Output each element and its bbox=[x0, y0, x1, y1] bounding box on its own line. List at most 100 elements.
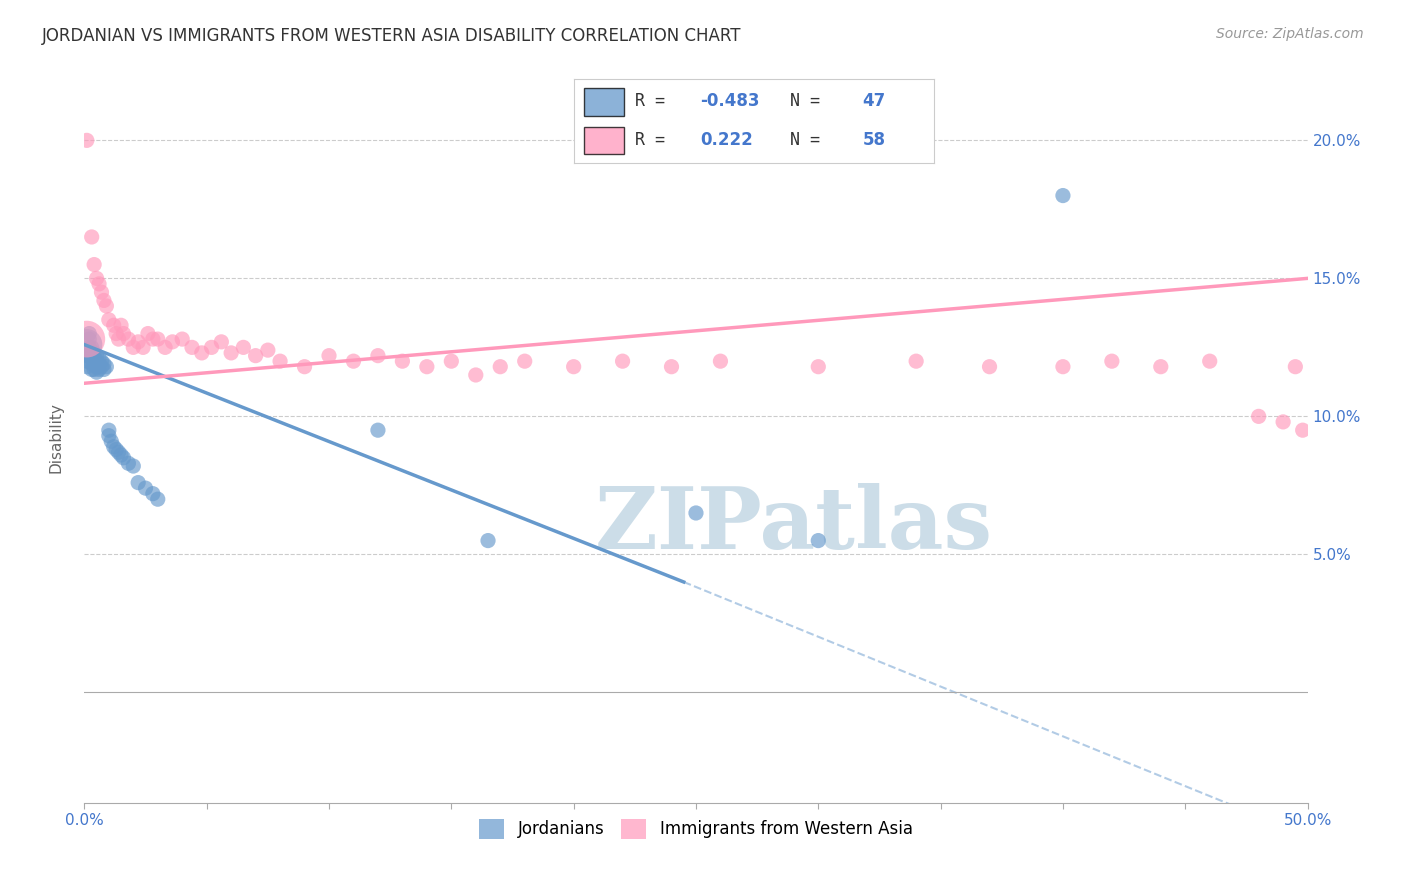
Point bbox=[122, 458, 145, 473]
Point bbox=[209, 334, 232, 349]
Point bbox=[76, 337, 98, 351]
Point bbox=[257, 343, 280, 358]
Point bbox=[807, 533, 830, 548]
Point bbox=[135, 481, 157, 495]
Point bbox=[107, 445, 129, 459]
Point bbox=[367, 349, 389, 363]
Point bbox=[110, 448, 132, 462]
Point bbox=[90, 359, 112, 374]
Point bbox=[83, 357, 105, 371]
Point bbox=[86, 354, 108, 368]
Point bbox=[127, 334, 149, 349]
Point bbox=[77, 326, 100, 341]
Point bbox=[440, 354, 463, 368]
Text: JORDANIAN VS IMMIGRANTS FROM WESTERN ASIA DISABILITY CORRELATION CHART: JORDANIAN VS IMMIGRANTS FROM WESTERN ASI… bbox=[42, 27, 742, 45]
Point bbox=[87, 357, 110, 371]
Point bbox=[93, 357, 115, 371]
Point bbox=[76, 332, 98, 346]
Text: Source: ZipAtlas.com: Source: ZipAtlas.com bbox=[1216, 27, 1364, 41]
Point bbox=[76, 354, 98, 368]
Point bbox=[661, 359, 683, 374]
Point bbox=[127, 475, 149, 490]
Point bbox=[807, 359, 830, 374]
Point bbox=[136, 326, 159, 341]
Point bbox=[342, 354, 364, 368]
Point bbox=[105, 326, 128, 341]
Point bbox=[80, 351, 103, 366]
Point bbox=[191, 346, 214, 360]
Point bbox=[96, 299, 118, 313]
Point bbox=[513, 354, 536, 368]
Point bbox=[232, 340, 254, 354]
Point bbox=[87, 362, 110, 376]
Point bbox=[294, 359, 316, 374]
Point bbox=[83, 346, 105, 360]
Point bbox=[979, 359, 1001, 374]
Point bbox=[96, 359, 118, 374]
Point bbox=[1284, 359, 1306, 374]
Point bbox=[107, 332, 129, 346]
Point bbox=[80, 362, 103, 376]
Point bbox=[97, 428, 120, 442]
Point bbox=[562, 359, 585, 374]
Point bbox=[153, 340, 176, 354]
Y-axis label: Disability: Disability bbox=[49, 401, 63, 473]
Point bbox=[1292, 423, 1315, 437]
Point bbox=[146, 332, 169, 346]
Point bbox=[245, 349, 267, 363]
Point bbox=[132, 340, 155, 354]
Point bbox=[200, 340, 222, 354]
Point bbox=[142, 486, 165, 500]
Text: ZIPatlas: ZIPatlas bbox=[595, 483, 993, 566]
Point bbox=[87, 351, 110, 366]
Point bbox=[367, 423, 389, 437]
Point bbox=[905, 354, 928, 368]
Point bbox=[219, 346, 242, 360]
Point bbox=[112, 450, 135, 465]
Point bbox=[162, 334, 184, 349]
Point bbox=[83, 258, 105, 272]
Point bbox=[122, 340, 145, 354]
Point bbox=[477, 533, 499, 548]
Point bbox=[97, 423, 120, 437]
Legend: Jordanians, Immigrants from Western Asia: Jordanians, Immigrants from Western Asia bbox=[472, 812, 920, 846]
Point bbox=[117, 332, 139, 346]
Point bbox=[77, 332, 100, 346]
Point bbox=[83, 351, 105, 366]
Point bbox=[146, 492, 169, 507]
Point bbox=[172, 332, 194, 346]
Point bbox=[103, 440, 125, 454]
Point bbox=[86, 359, 108, 374]
Point bbox=[77, 340, 100, 354]
Point bbox=[685, 506, 707, 520]
Point bbox=[80, 357, 103, 371]
Point bbox=[1150, 359, 1173, 374]
Point bbox=[709, 354, 731, 368]
Point bbox=[90, 354, 112, 368]
Point bbox=[1198, 354, 1220, 368]
Point bbox=[93, 293, 115, 308]
Point bbox=[80, 340, 103, 354]
Point bbox=[1272, 415, 1295, 429]
Point bbox=[76, 349, 98, 363]
Point bbox=[97, 312, 120, 326]
Point bbox=[1052, 188, 1074, 202]
Point bbox=[86, 365, 108, 379]
Point bbox=[103, 318, 125, 333]
Point bbox=[181, 340, 204, 354]
Point bbox=[117, 456, 139, 470]
Point bbox=[87, 277, 110, 291]
Point bbox=[391, 354, 413, 368]
Point bbox=[1101, 354, 1123, 368]
Point bbox=[100, 434, 122, 449]
Point bbox=[90, 285, 112, 300]
Point bbox=[142, 332, 165, 346]
Point bbox=[489, 359, 512, 374]
Point bbox=[110, 318, 132, 333]
Point bbox=[112, 326, 135, 341]
Point bbox=[269, 354, 291, 368]
Point bbox=[80, 346, 103, 360]
Point bbox=[318, 349, 340, 363]
Point bbox=[105, 442, 128, 457]
Point bbox=[77, 349, 100, 363]
